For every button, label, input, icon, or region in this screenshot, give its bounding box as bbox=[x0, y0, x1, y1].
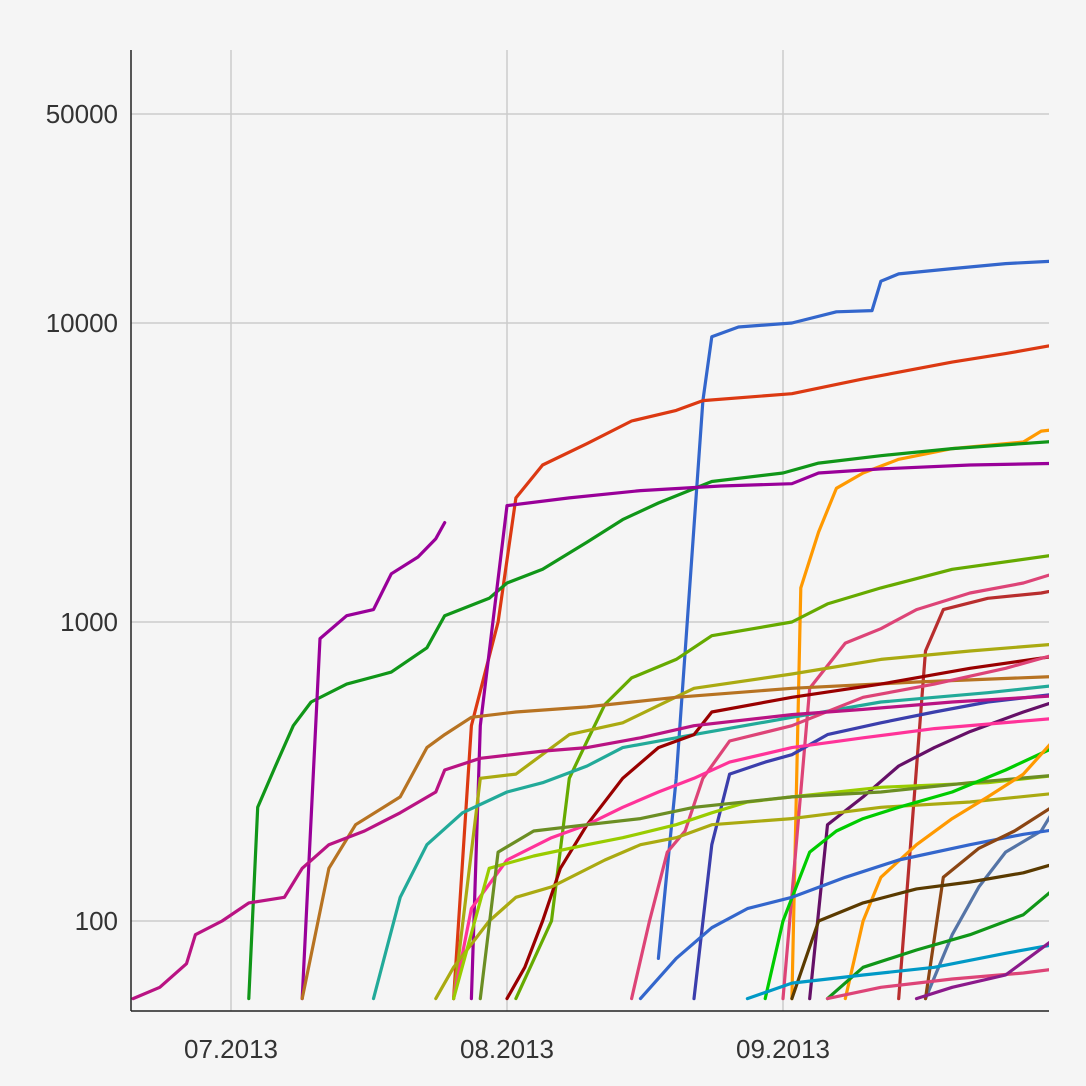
axes bbox=[130, 50, 1049, 1012]
x-tick-label: 07.2013 bbox=[184, 1034, 278, 1064]
grid bbox=[131, 50, 1049, 1011]
y-tick-label: 10000 bbox=[46, 308, 118, 338]
series-line-18 bbox=[923, 815, 1049, 1001]
series-line-1 bbox=[452, 344, 1049, 1001]
y-tick-label: 100 bbox=[75, 906, 118, 936]
series-group bbox=[131, 259, 1049, 1001]
series-line-12 bbox=[505, 655, 1049, 1001]
series-line-17 bbox=[131, 694, 1049, 1001]
series-line-9 bbox=[452, 643, 1049, 1001]
series-line-27 bbox=[825, 891, 1049, 1001]
series-line-30 bbox=[914, 940, 1049, 1001]
series-line-3 bbox=[247, 440, 1049, 1001]
x-tick-label: 09.2013 bbox=[736, 1034, 830, 1064]
series-line-0 bbox=[656, 259, 1049, 961]
series-line-6 bbox=[897, 589, 1049, 1001]
series-line-26 bbox=[790, 863, 1049, 1001]
series-line-29 bbox=[825, 968, 1049, 1001]
series-line-8 bbox=[514, 554, 1049, 1001]
series-line-4 bbox=[469, 461, 1049, 1001]
series-line-5 bbox=[300, 520, 447, 1001]
series-line-21 bbox=[478, 774, 1049, 1001]
series-line-7 bbox=[781, 573, 1049, 1001]
series-line-20 bbox=[452, 774, 1049, 1001]
y-tick-label: 50000 bbox=[46, 99, 118, 129]
series-line-10 bbox=[300, 675, 1049, 1001]
x-tick-label: 08.2013 bbox=[460, 1034, 554, 1064]
series-line-11 bbox=[371, 684, 1049, 1001]
series-line-2 bbox=[790, 428, 1049, 1001]
tick-labels: 100 1000 10000 50000 07.2013 08.2013 09.2013 bbox=[46, 99, 830, 1064]
y-tick-label: 1000 bbox=[60, 607, 118, 637]
series-line-15 bbox=[808, 701, 1049, 1001]
series-line-16 bbox=[452, 717, 1049, 1001]
series-line-25 bbox=[923, 807, 1049, 1001]
series-line-23 bbox=[843, 743, 1049, 1001]
series-line-13 bbox=[629, 654, 1049, 1001]
series-line-28 bbox=[745, 943, 1049, 1001]
